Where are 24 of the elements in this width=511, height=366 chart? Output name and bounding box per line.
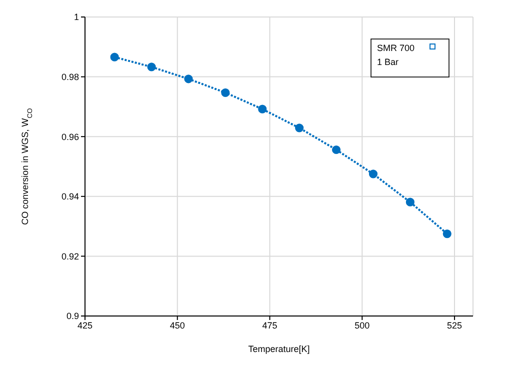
point (258, 104, 267, 114)
point (368, 170, 378, 178)
x-tick-label: 525 (447, 320, 462, 330)
y-tick-label: 0.98 (61, 72, 79, 82)
x-tick-label: 425 (77, 320, 93, 330)
x-tick-label: 475 (262, 320, 278, 330)
y-tick-label: 1 (74, 12, 79, 22)
point (332, 145, 341, 154)
y-tick-label: 0.92 (61, 251, 79, 262)
x-axis-title: Temperature[K] (248, 344, 310, 354)
point (110, 52, 119, 62)
x-tick-label: 450 (170, 320, 185, 330)
point (221, 88, 230, 97)
point (442, 229, 452, 238)
annotation: 1 Bar (377, 57, 399, 67)
point (295, 124, 304, 132)
y-tick-label: 0.94 (61, 192, 79, 202)
point (184, 74, 193, 84)
y-tick-label: 0.96 (61, 132, 79, 142)
legend-label: SMR 700 (377, 43, 415, 53)
point (406, 198, 414, 206)
point (147, 62, 156, 72)
y-tick-label: 0.9 (66, 311, 79, 322)
x-tick-label: 500 (354, 320, 370, 330)
